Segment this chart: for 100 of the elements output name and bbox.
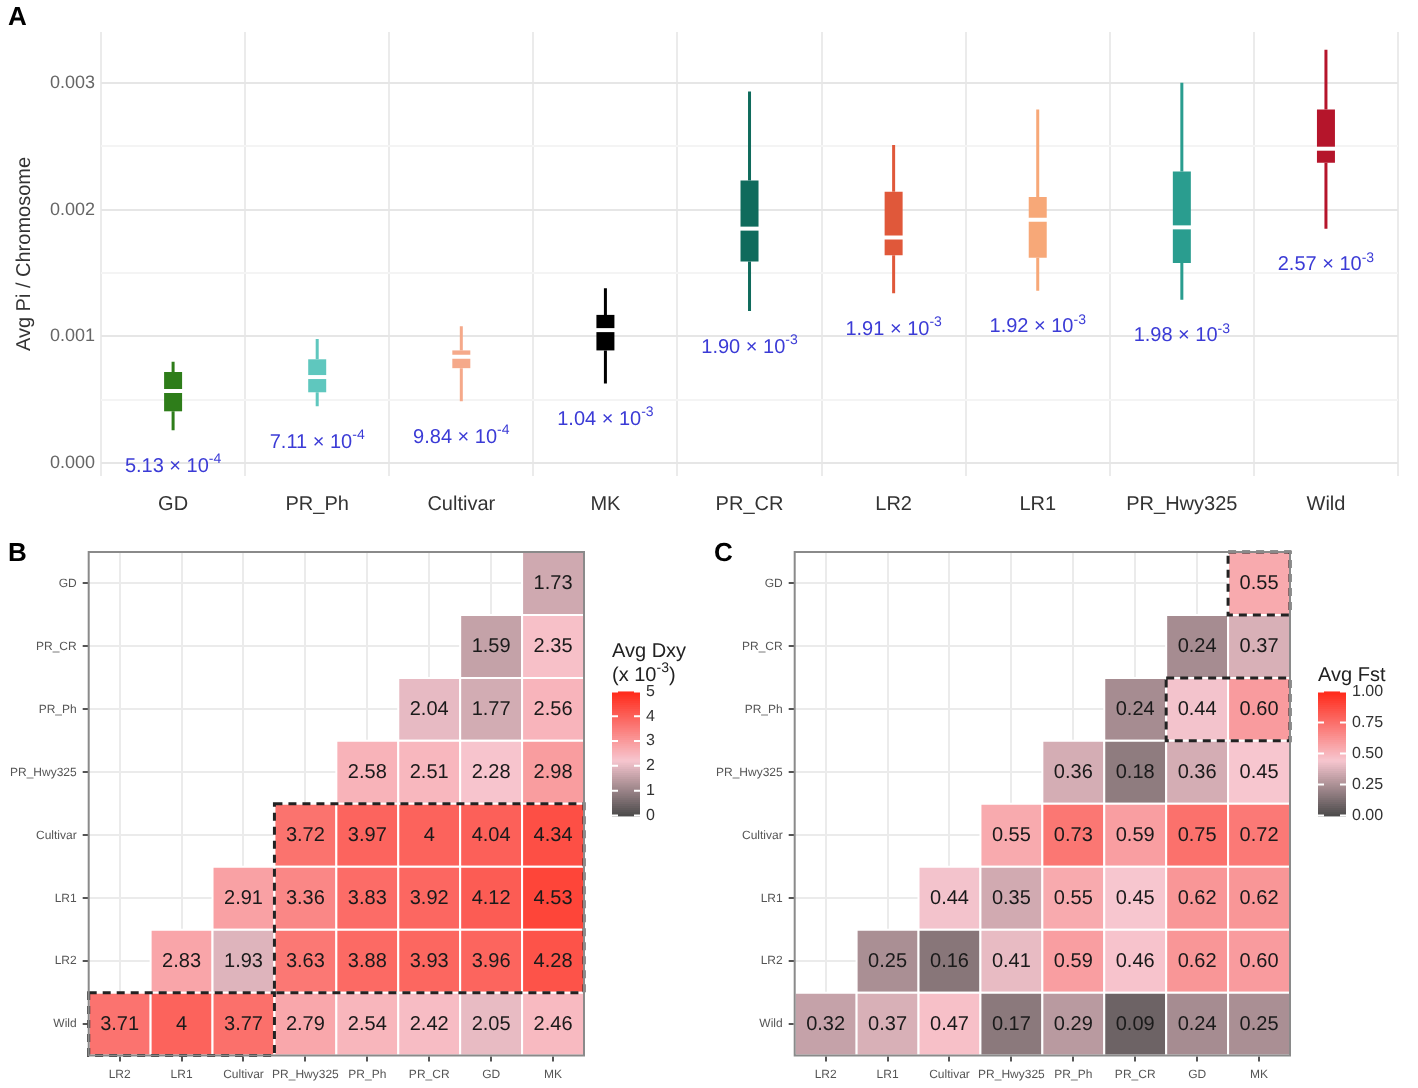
data-label: 0.55 <box>991 824 1032 847</box>
y-axis-title: Avg Pi / Chromosome <box>13 156 36 352</box>
chart-title: B <box>8 537 27 568</box>
data-label: 3.63 <box>285 950 326 973</box>
data-label: 4.12 <box>471 887 512 910</box>
data-label: 2.42 <box>409 1013 450 1036</box>
data-label: 0.18 <box>1115 761 1156 784</box>
data-label: 0.59 <box>1053 950 1094 973</box>
data-label: 2.28 <box>471 761 512 784</box>
data-label: 0.37 <box>1239 635 1280 658</box>
data-label: 0.09 <box>1115 1013 1156 1036</box>
x-tick-label: LR2 <box>875 493 913 516</box>
data-label: 0.75 <box>1177 824 1218 847</box>
x-tick-label: PR_Ph <box>285 493 349 516</box>
data-label: 0.41 <box>991 950 1032 973</box>
color-bar-label: 0.75 <box>1352 712 1385 731</box>
data-label: 2.35 <box>533 635 574 658</box>
data-label: 2.79 <box>285 1013 326 1036</box>
data-label: 0.25 <box>1239 1013 1280 1036</box>
data-label: 4 <box>423 824 436 847</box>
data-label: 0.35 <box>991 887 1032 910</box>
data-label: 0.25 <box>868 950 908 973</box>
data-label: 0.73 <box>1053 824 1094 847</box>
color-bar-label: 5 <box>646 681 656 700</box>
data-label: 3.92 <box>409 887 450 910</box>
data-label: 0.36 <box>1053 761 1094 784</box>
data-label: 3.93 <box>409 950 450 973</box>
data-label: 0.32 <box>806 1013 846 1036</box>
chart-title: C <box>714 537 734 568</box>
x-tick-label: MK <box>590 493 622 516</box>
color-bar-title: Avg Fst <box>1318 664 1386 687</box>
data-label: 0.24 <box>1177 635 1218 658</box>
data-label: 0.60 <box>1239 950 1280 973</box>
data-label: 0.44 <box>930 887 970 910</box>
y-tick-label: 0.002 <box>49 198 96 219</box>
color-bar-label: 2 <box>646 756 656 775</box>
data-label: 2.05 <box>471 1013 512 1036</box>
x-tick-label: Cultivar <box>427 493 497 516</box>
data-label: 3.97 <box>347 824 388 847</box>
data-label: 2.58 <box>347 761 388 784</box>
data-label: 0.55 <box>1239 572 1280 595</box>
color-bar-label: 1.00 <box>1352 681 1385 700</box>
data-label: 0.29 <box>1053 1013 1094 1036</box>
data-label: 3.96 <box>471 950 512 973</box>
data-label: 2.51 <box>409 761 450 784</box>
data-label: 1.73 <box>533 572 574 595</box>
data-label: 4.53 <box>533 887 574 910</box>
color-bar-label: 0 <box>646 805 656 824</box>
data-label: 0.62 <box>1177 950 1218 973</box>
data-label: 3.71 <box>100 1013 140 1036</box>
data-label: 1.77 <box>471 698 512 721</box>
color-bar-label: 0.25 <box>1352 774 1385 793</box>
data-label: 0.72 <box>1239 824 1280 847</box>
data-label: 4 <box>176 1013 188 1036</box>
data-label: 0.45 <box>1115 887 1156 910</box>
data-label: 0.62 <box>1239 887 1280 910</box>
x-tick-label: PR_Hwy325 <box>1126 493 1239 516</box>
chart-title: A <box>8 1 28 32</box>
data-label: 0.37 <box>868 1013 908 1036</box>
data-label: 0.24 <box>1177 1013 1218 1036</box>
data-label: 1.93 <box>224 950 264 973</box>
x-tick-label: GD <box>158 493 189 516</box>
x-tick-label: LR1 <box>1019 493 1057 516</box>
color-bar-label: 1 <box>646 781 656 800</box>
data-label: 0.60 <box>1239 698 1280 721</box>
data-label: 0.36 <box>1177 761 1218 784</box>
data-label: 0.47 <box>930 1013 970 1036</box>
data-label: 0.46 <box>1115 950 1156 973</box>
data-label: 0.55 <box>1053 887 1094 910</box>
data-label: 3.77 <box>224 1013 264 1036</box>
data-label: 2.83 <box>162 950 202 973</box>
y-tick-label: 0.001 <box>49 325 96 346</box>
data-label: 0.62 <box>1177 887 1218 910</box>
data-label: 3.36 <box>285 887 326 910</box>
data-label: 0.44 <box>1177 698 1218 721</box>
data-label: 2.98 <box>533 761 574 784</box>
data-label: 3.88 <box>347 950 388 973</box>
data-label: 2.46 <box>533 1013 574 1036</box>
data-label: 4.28 <box>533 950 574 973</box>
data-label: 0.24 <box>1115 698 1156 721</box>
data-label: 3.83 <box>347 887 388 910</box>
color-bar-label: 0.50 <box>1352 743 1385 762</box>
color-bar-label: 3 <box>646 731 656 750</box>
data-label: 0.17 <box>991 1013 1032 1036</box>
data-label: 0.59 <box>1115 824 1156 847</box>
y-tick-label: 0.000 <box>49 452 96 473</box>
data-label: 2.54 <box>347 1013 388 1036</box>
color-bar-label: 4 <box>646 706 656 725</box>
data-label: 3.72 <box>285 824 326 847</box>
x-tick-label: Wild <box>1306 493 1346 516</box>
data-label: 4.34 <box>533 824 574 847</box>
data-label: 2.56 <box>533 698 574 721</box>
data-label: 1.59 <box>471 635 512 658</box>
y-tick-label: 0.003 <box>49 71 96 92</box>
data-label: 2.04 <box>409 698 450 721</box>
data-label: 0.16 <box>930 950 970 973</box>
data-label: 4.04 <box>471 824 512 847</box>
data-label: 2.91 <box>224 887 264 910</box>
color-bar-label: 0.00 <box>1352 805 1385 824</box>
data-label: 0.45 <box>1239 761 1280 784</box>
